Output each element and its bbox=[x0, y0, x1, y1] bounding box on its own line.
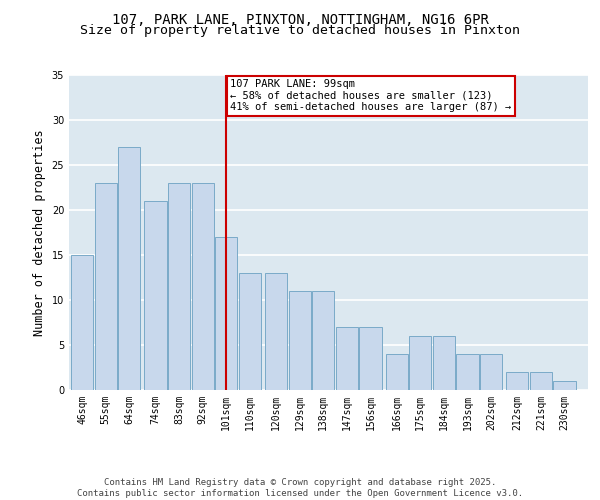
Bar bbox=[71, 255, 93, 390]
Bar bbox=[433, 336, 455, 390]
Bar bbox=[506, 372, 529, 390]
Bar bbox=[191, 183, 214, 390]
Bar bbox=[386, 354, 408, 390]
Bar bbox=[553, 381, 575, 390]
Bar bbox=[480, 354, 502, 390]
Bar bbox=[145, 201, 167, 390]
Bar bbox=[409, 336, 431, 390]
Bar bbox=[289, 291, 311, 390]
Bar bbox=[95, 183, 117, 390]
Bar bbox=[456, 354, 479, 390]
Bar bbox=[118, 147, 140, 390]
Bar bbox=[239, 273, 261, 390]
Bar bbox=[168, 183, 190, 390]
Bar bbox=[359, 327, 382, 390]
Bar bbox=[336, 327, 358, 390]
Bar bbox=[312, 291, 334, 390]
Text: Size of property relative to detached houses in Pinxton: Size of property relative to detached ho… bbox=[80, 24, 520, 37]
Bar bbox=[265, 273, 287, 390]
Text: 107 PARK LANE: 99sqm
← 58% of detached houses are smaller (123)
41% of semi-deta: 107 PARK LANE: 99sqm ← 58% of detached h… bbox=[230, 79, 512, 112]
Bar bbox=[530, 372, 552, 390]
Text: 107, PARK LANE, PINXTON, NOTTINGHAM, NG16 6PR: 107, PARK LANE, PINXTON, NOTTINGHAM, NG1… bbox=[112, 12, 488, 26]
Bar bbox=[215, 237, 238, 390]
Text: Contains HM Land Registry data © Crown copyright and database right 2025.
Contai: Contains HM Land Registry data © Crown c… bbox=[77, 478, 523, 498]
Y-axis label: Number of detached properties: Number of detached properties bbox=[33, 129, 46, 336]
